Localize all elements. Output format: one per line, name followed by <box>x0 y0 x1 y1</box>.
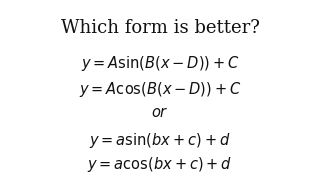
Text: Which form is better?: Which form is better? <box>60 19 260 37</box>
Text: $y = a\cos(bx + c) + d$: $y = a\cos(bx + c) + d$ <box>87 155 233 174</box>
Text: $y = A\sin\!\left(B(x - D)\right) + C$: $y = A\sin\!\left(B(x - D)\right) + C$ <box>81 54 239 73</box>
Text: $y = a\sin(bx + c) + d$: $y = a\sin(bx + c) + d$ <box>89 131 231 150</box>
Text: $or$: $or$ <box>151 106 169 120</box>
Text: $y = A\cos\!\left(B(x - D)\right) + C$: $y = A\cos\!\left(B(x - D)\right) + C$ <box>79 80 241 99</box>
